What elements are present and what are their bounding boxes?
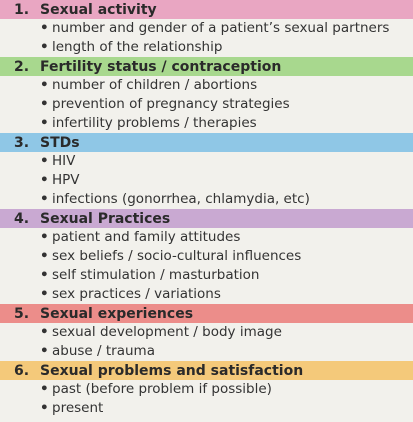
section-number: 1. xyxy=(14,1,30,18)
item-text: present xyxy=(52,400,104,416)
section-items: • patient and family attitudes • sex belie… xyxy=(0,228,413,304)
section-items: • number and gender of a patient’s sexual… xyxy=(0,19,413,57)
section-sexual-experiences: 5. Sexual experiences • sexual developmen… xyxy=(0,304,413,361)
list-item: • length of the relationship xyxy=(0,38,413,57)
list-item: • present xyxy=(0,399,413,418)
section-number: 4. xyxy=(14,210,30,227)
section-sexual-practices: 4. Sexual Practices • patient and family … xyxy=(0,209,413,304)
bullet-icon: • xyxy=(40,343,49,359)
section-title: Fertility status / contraception xyxy=(40,58,282,75)
bullet-icon: • xyxy=(40,39,49,55)
section-header: 1. Sexual activity xyxy=(0,0,413,19)
list-item: • sex beliefs / socio-cultural influences xyxy=(0,247,413,266)
item-text: length of the relationship xyxy=(52,39,223,55)
list-item: • sexual development / body image xyxy=(0,323,413,342)
section-items: • HIV • HPV • infections (gonorrhea, chlamy… xyxy=(0,152,413,209)
section-title: Sexual experiences xyxy=(40,305,194,322)
list-item: • patient and family attitudes xyxy=(0,228,413,247)
bullet-icon: • xyxy=(40,20,49,36)
section-title: Sexual Practices xyxy=(40,210,171,227)
list-item: • number and gender of a patient’s sexual… xyxy=(0,19,413,38)
section-stds: 3. STDs • HIV • HPV • infections (gonorrhea… xyxy=(0,133,413,209)
item-text: past (before problem if possible) xyxy=(52,381,272,397)
section-number: 6. xyxy=(14,362,30,379)
item-text: HPV xyxy=(52,172,80,188)
section-sexual-problems: 6. Sexual problems and satisfaction • pas… xyxy=(0,361,413,418)
bullet-icon: • xyxy=(40,248,49,264)
section-sexual-activity: 1. Sexual activity • number and gender of… xyxy=(0,0,413,57)
section-number: 3. xyxy=(14,134,30,151)
bullet-icon: • xyxy=(40,229,49,245)
section-items: • number of children / abortions • prevent… xyxy=(0,76,413,133)
item-text: sexual development / body image xyxy=(52,324,282,340)
item-text: sex beliefs / socio-cultural influences xyxy=(52,248,302,264)
section-items: • past (before problem if possible) • pres… xyxy=(0,380,413,418)
bullet-icon: • xyxy=(40,77,49,93)
item-text: infertility problems / therapies xyxy=(52,115,257,131)
bullet-icon: • xyxy=(40,115,49,131)
list-item: • number of children / abortions xyxy=(0,76,413,95)
section-items: • sexual development / body image • abuse … xyxy=(0,323,413,361)
bullet-icon: • xyxy=(40,172,49,188)
section-header: 6. Sexual problems and satisfaction xyxy=(0,361,413,380)
section-number: 2. xyxy=(14,58,30,75)
section-number: 5. xyxy=(14,305,30,322)
list-item: • self stimulation / masturbation xyxy=(0,266,413,285)
bullet-icon: • xyxy=(40,286,49,302)
list-item: • prevention of pregnancy strategies xyxy=(0,95,413,114)
section-header: 4. Sexual Practices xyxy=(0,209,413,228)
list-item: • sex practices / variations xyxy=(0,285,413,304)
bullet-icon: • xyxy=(40,153,49,169)
section-header: 3. STDs xyxy=(0,133,413,152)
list-item: • infertility problems / therapies xyxy=(0,114,413,133)
item-text: HIV xyxy=(52,153,76,169)
list-item: • infections (gonorrhea, chlamydia, etc) xyxy=(0,190,413,209)
item-text: prevention of pregnancy strategies xyxy=(52,96,290,112)
bullet-icon: • xyxy=(40,96,49,112)
item-text: patient and family attitudes xyxy=(52,229,241,245)
section-header: 2. Fertility status / contraception xyxy=(0,57,413,76)
bullet-icon: • xyxy=(40,267,49,283)
bullet-icon: • xyxy=(40,191,49,207)
section-title: STDs xyxy=(40,134,80,151)
item-text: infections (gonorrhea, chlamydia, etc) xyxy=(52,191,310,207)
item-text: sex practices / variations xyxy=(52,286,221,302)
section-title: Sexual activity xyxy=(40,1,157,18)
bullet-icon: • xyxy=(40,324,49,340)
bullet-icon: • xyxy=(40,381,49,397)
item-text: abuse / trauma xyxy=(52,343,155,359)
section-fertility-status: 2. Fertility status / contraception • num… xyxy=(0,57,413,133)
item-text: number of children / abortions xyxy=(52,77,258,93)
bullet-icon: • xyxy=(40,400,49,416)
item-text: self stimulation / masturbation xyxy=(52,267,260,283)
list-item: • HPV xyxy=(0,171,413,190)
list-item: • past (before problem if possible) xyxy=(0,380,413,399)
item-text: number and gender of a patient’s sexual … xyxy=(52,20,390,36)
list-item: • HIV xyxy=(0,152,413,171)
section-header: 5. Sexual experiences xyxy=(0,304,413,323)
section-title: Sexual problems and satisfaction xyxy=(40,362,304,379)
list-item: • abuse / trauma xyxy=(0,342,413,361)
